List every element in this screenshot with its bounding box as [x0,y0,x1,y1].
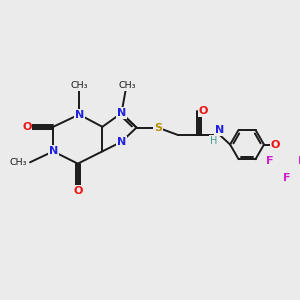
Text: CH₃: CH₃ [70,81,88,90]
Text: N: N [117,108,126,118]
Text: O: O [73,186,83,196]
Text: CH₃: CH₃ [9,158,27,167]
Text: O: O [199,106,208,116]
Text: F: F [284,172,291,183]
Text: F: F [266,156,274,166]
Text: S: S [154,123,162,133]
Text: H: H [210,136,218,146]
Text: N: N [49,146,58,156]
Text: N: N [215,125,224,135]
Text: CH₃: CH₃ [118,81,136,90]
Text: F: F [298,156,300,166]
Text: O: O [22,122,32,132]
Text: O: O [271,140,280,149]
Text: N: N [117,137,126,147]
Text: N: N [74,110,84,119]
